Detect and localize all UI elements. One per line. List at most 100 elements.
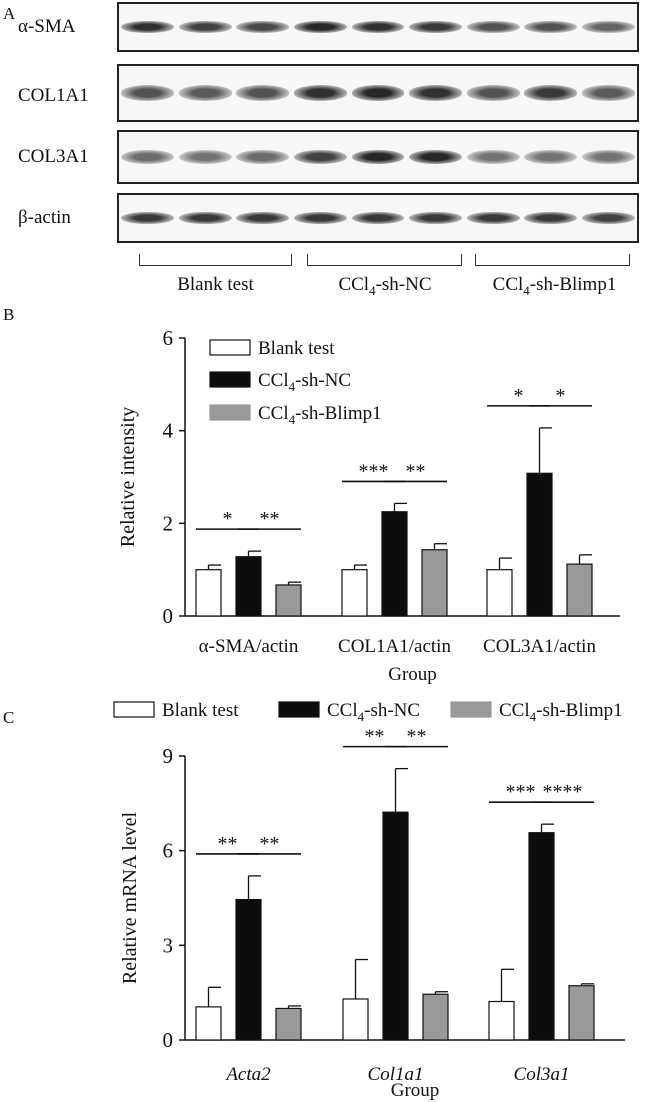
blot-band: [236, 150, 290, 164]
legend-swatch: [209, 339, 251, 356]
blot-label-asma: α-SMA: [18, 16, 76, 37]
blot-band: [121, 85, 175, 101]
blot-group-nc-label: CCl4-sh-NC: [338, 274, 432, 298]
bar: [568, 985, 595, 1041]
y-tick-label: 6: [163, 839, 174, 863]
category-label: Col1a1: [368, 1064, 424, 1085]
panel-c-letter: C: [3, 708, 15, 727]
significance-label: ***: [506, 781, 536, 803]
blot-row-asma: [117, 2, 639, 52]
significance-label: **: [365, 726, 385, 748]
blot-band: [466, 20, 520, 34]
significance-label: **: [260, 508, 280, 530]
blot-group-nc: CCl4-sh-NC: [300, 274, 470, 299]
bar: [341, 569, 368, 617]
blot-band: [524, 211, 578, 225]
legend-swatch: [209, 404, 251, 421]
blot-band: [409, 85, 463, 101]
significance-label: **: [218, 833, 238, 855]
bar: [381, 511, 408, 617]
bracket-nc: [307, 254, 462, 266]
bar: [235, 556, 262, 617]
bracket-blank: [139, 254, 292, 266]
legend-swatch: [278, 701, 320, 718]
blot-band: [293, 150, 347, 164]
bar: [195, 1006, 222, 1041]
bar: [342, 998, 369, 1041]
legend-label: CCl4-sh-Blimp1: [499, 700, 623, 724]
x-axis-label: Group: [391, 1080, 440, 1101]
blot-band: [293, 85, 347, 101]
blot-band: [351, 150, 405, 164]
y-tick-label: 0: [163, 604, 174, 628]
legend-label: Blank test: [162, 700, 239, 721]
blot-label-bactin: β-actin: [18, 207, 71, 228]
y-tick-label: 0: [163, 1028, 174, 1052]
legend-swatch: [209, 371, 251, 388]
blot-band: [466, 150, 520, 164]
bar: [486, 569, 513, 617]
bar: [195, 569, 222, 617]
bar: [235, 898, 262, 1041]
blot-band: [466, 211, 520, 225]
blot-band: [178, 150, 232, 164]
blot-band: [178, 85, 232, 101]
legend-label: CCl4-sh-NC: [327, 700, 420, 724]
legend-swatch: [450, 701, 492, 718]
category-label: COL1A1/actin: [338, 636, 451, 657]
y-tick-label: 3: [163, 933, 174, 957]
y-tick-label: 9: [163, 744, 174, 768]
blot-band: [409, 20, 463, 34]
y-axis-label: Relative mRNA level: [119, 811, 141, 984]
blot-band: [351, 211, 405, 225]
category-label: COL3A1/actin: [483, 636, 596, 657]
category-label: Col3a1: [514, 1064, 570, 1085]
blot-band: [581, 211, 635, 225]
panel-b-letter: B: [3, 305, 15, 324]
blot-band: [466, 85, 520, 101]
bar: [421, 549, 448, 617]
blot-band: [351, 20, 405, 34]
bar: [526, 472, 553, 617]
significance-label: **: [407, 726, 427, 748]
blot-row-col1a1: [117, 64, 639, 122]
blot-band: [178, 20, 232, 34]
bar: [382, 811, 409, 1041]
blot-band: [581, 85, 635, 101]
blot-group-blimp: CCl4-sh-Blimp1: [462, 274, 647, 299]
y-tick-label: 6: [163, 326, 174, 350]
blot-band: [524, 150, 578, 164]
blot-band: [409, 150, 463, 164]
bar: [566, 563, 593, 617]
significance-label: **: [260, 833, 280, 855]
bracket-blimp: [475, 254, 630, 266]
bar: [422, 993, 449, 1041]
category-label: Acta2: [224, 1064, 271, 1085]
blot-band: [293, 211, 347, 225]
significance-label: ****: [543, 781, 583, 803]
significance-label: *: [223, 508, 233, 530]
significance-label: ***: [359, 460, 389, 482]
blot-band: [581, 150, 635, 164]
blot-band: [178, 211, 232, 225]
blot-band: [351, 85, 405, 101]
legend-swatch: [113, 701, 155, 718]
blot-band: [236, 211, 290, 225]
blot-row-col3a1: [117, 130, 639, 184]
blot-band: [121, 211, 175, 225]
blot-group-blimp-label: CCl4-sh-Blimp1: [492, 274, 617, 298]
bar: [488, 1000, 515, 1041]
category-label: α-SMA/actin: [199, 636, 299, 657]
x-axis-label: Group: [388, 664, 437, 685]
legend-label: Blank test: [258, 338, 335, 359]
bar: [528, 832, 555, 1041]
blot-group-blank: Blank test: [177, 274, 254, 295]
y-tick-label: 2: [163, 511, 174, 535]
legend-label: CCl4-sh-NC: [258, 370, 351, 394]
blot-label-col3a1: COL3A1: [18, 146, 89, 167]
y-axis-label: Relative intensity: [117, 407, 139, 548]
legend-label: CCl4-sh-Blimp1: [258, 403, 382, 427]
blot-band: [121, 150, 175, 164]
